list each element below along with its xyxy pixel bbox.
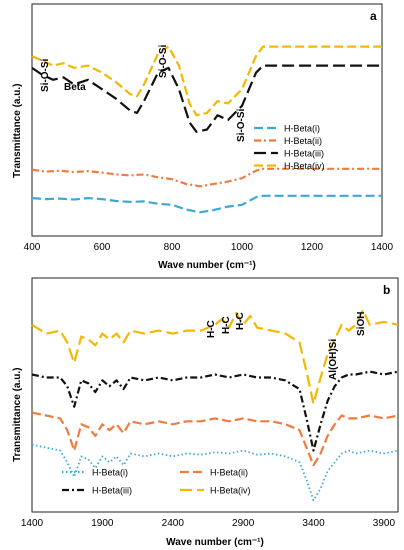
series-line <box>31 64 382 133</box>
x-tick-label: 2400 <box>162 518 185 529</box>
legend-label: H-Beta(iii) <box>284 149 324 159</box>
series-line <box>31 411 399 467</box>
x-tick-label: 1400 <box>21 518 44 529</box>
x-tick-label: 600 <box>94 242 111 253</box>
y-axis-label-b: Transmittance (a.u.) <box>12 368 23 462</box>
panel-b: b Transmittance (a.u.) Wave number (cm⁻¹… <box>12 277 399 548</box>
legend-a: H-Beta(i) H-Beta(ii) H-Beta(iii) H-Beta(iv) <box>254 124 325 171</box>
series-line <box>31 370 399 452</box>
x-tick-label: 1200 <box>301 242 324 253</box>
annotation-si-o-si-3: Si-O-Si <box>236 108 247 142</box>
x-tick-label: 1000 <box>231 242 254 253</box>
legend-label: H-Beta(ii) <box>284 136 322 146</box>
x-axis-label-a: Wave number (cm⁻¹) <box>158 260 256 271</box>
legend-label: H-Beta(iv) <box>284 161 325 171</box>
legend-b: H-Beta(i) H-Beta(ii) H-Beta(iii) H-Beta(iv) <box>62 468 251 496</box>
series-line <box>31 309 399 405</box>
legend-label: H-Beta(iii) <box>92 486 132 496</box>
panel-label-b: b <box>383 283 390 297</box>
x-tick-label: 3400 <box>302 518 325 529</box>
x-tick-label: 2900 <box>232 518 255 529</box>
series-line <box>31 194 382 214</box>
annotation-hc-1: H-C <box>206 320 217 338</box>
legend-label: H-Beta(i) <box>92 468 128 478</box>
annotation-hc-3: H-C <box>235 312 246 330</box>
annotation-si-o-si-1: Si-O-Si <box>40 58 51 92</box>
series-line <box>31 45 382 117</box>
panel-label-a: a <box>370 9 377 23</box>
x-tick-label: 800 <box>164 242 181 253</box>
panel-a: a Transmittance (a.u.) Wave number (cm⁻¹… <box>12 3 394 271</box>
series-group-b <box>31 309 399 502</box>
annotation-hc-2: H-C <box>221 316 232 334</box>
annotation-si-o-si-2: Si-O-Si <box>158 44 169 78</box>
x-tick-label: 3900 <box>373 518 396 529</box>
series-group-a <box>31 45 382 214</box>
annotation-beta: Beta <box>64 82 86 93</box>
x-axis-label-b: Wave number (cm⁻¹) <box>166 537 264 548</box>
y-axis-label-a: Transmittance (a.u.) <box>12 84 23 178</box>
x-ticks-b: 1400 1900 2400 2900 3400 3900 <box>21 518 396 529</box>
annotation-aloh-si: Al(OH)Si <box>328 339 339 380</box>
legend-label: H-Beta(i) <box>284 124 320 134</box>
series-line <box>31 167 382 188</box>
legend-label: H-Beta(ii) <box>210 468 248 478</box>
x-tick-label: 400 <box>24 242 41 253</box>
plot-frame-a <box>31 3 383 237</box>
x-ticks-a: 400 600 800 1000 1200 1400 <box>24 242 394 253</box>
x-tick-label: 1400 <box>371 242 394 253</box>
x-tick-label: 1900 <box>91 518 114 529</box>
annotation-sioh: SiOH <box>356 312 367 336</box>
legend-label: H-Beta(iv) <box>210 486 251 496</box>
plot-frame-b <box>31 277 399 513</box>
